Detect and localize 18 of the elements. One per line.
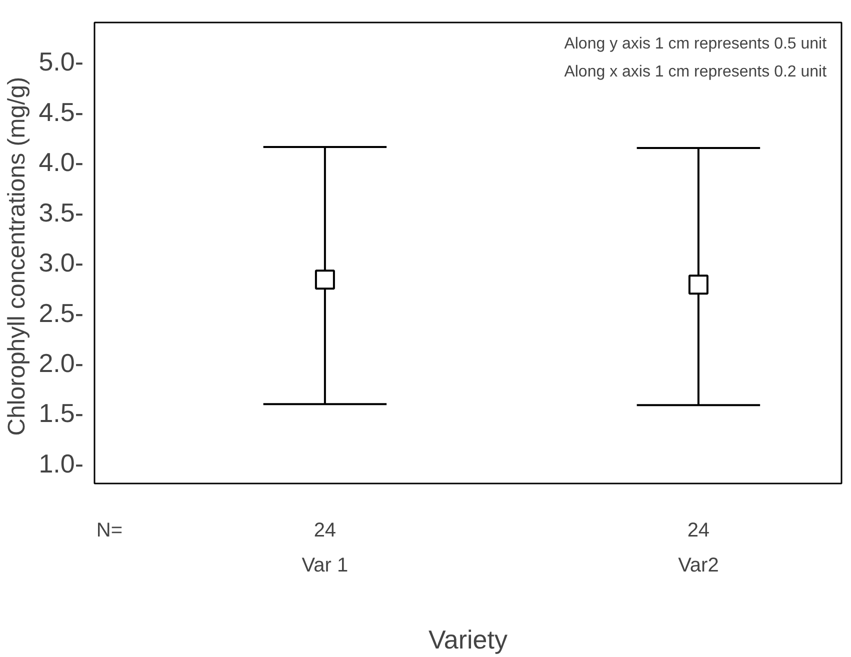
y-axis-title: Chlorophyll concentrations (mg/g) [4, 76, 31, 436]
text: 24 [687, 520, 710, 542]
x-axis-title: Variety [428, 624, 508, 654]
annotation: Along x axis 1 cm represents 0.2 unit [564, 64, 828, 80]
y-tick-label: 5.0- [38, 46, 84, 77]
y-tick-label: 3.0- [38, 248, 84, 278]
y-tick-label: 4.0- [38, 147, 84, 178]
y-tick-label: 1.0- [38, 448, 84, 478]
y-tick-label: 1.5- [38, 398, 84, 428]
x-tick-label: Var 1 [302, 554, 348, 576]
y-tick-label: 2.0- [38, 348, 84, 378]
y-tick-label: 4.5- [38, 96, 84, 127]
y-tick-label: 2.5- [38, 298, 84, 328]
text: 24 [314, 520, 336, 542]
annotation: Along y axis 1 cm represents 0.5 unit [564, 36, 828, 52]
y-tick-label: 3.5- [38, 197, 84, 228]
x-tick-label: Var2 [678, 554, 719, 576]
text: N= [96, 520, 123, 542]
